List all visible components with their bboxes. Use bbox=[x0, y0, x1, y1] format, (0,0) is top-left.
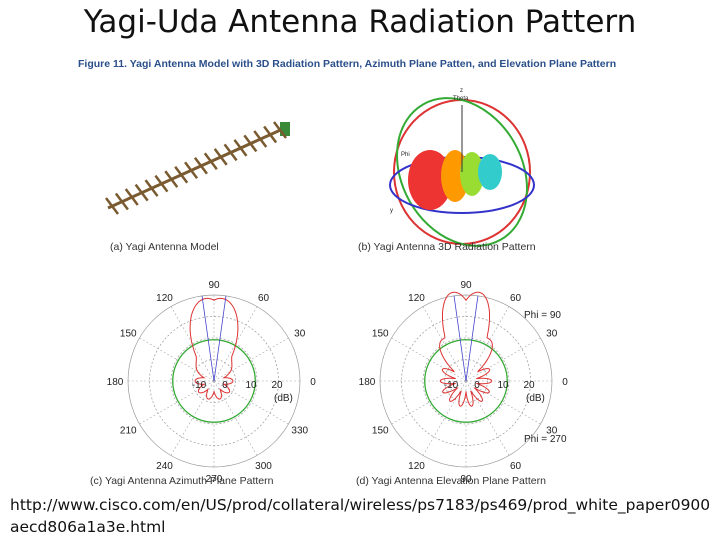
angle-label: 150 bbox=[372, 426, 389, 437]
radial-label: 10 bbox=[497, 380, 509, 391]
yagi-element bbox=[105, 197, 119, 215]
yagi-element bbox=[263, 125, 278, 144]
phi-note: Phi = 270 bbox=[524, 434, 567, 445]
yagi-element bbox=[243, 134, 258, 153]
phi-note: Phi = 90 bbox=[524, 310, 561, 321]
yagi-element bbox=[273, 121, 287, 139]
angle-label: 90 bbox=[460, 474, 472, 485]
radial-label: 20 bbox=[523, 380, 535, 391]
angle-label: 60 bbox=[510, 293, 522, 304]
radial-label: 0 bbox=[222, 380, 228, 391]
axis-label: y bbox=[390, 208, 393, 214]
radial-label: -10 bbox=[192, 380, 207, 391]
axis-label: Theta bbox=[453, 96, 469, 102]
radial-label: 0 bbox=[474, 380, 480, 391]
angle-label: 0 bbox=[310, 377, 316, 388]
yagi-driver bbox=[280, 122, 290, 136]
beam-line bbox=[465, 295, 479, 382]
slide-title: Yagi-Uda Antenna Radiation Pattern bbox=[83, 4, 637, 40]
radial-label: 20 bbox=[271, 380, 283, 391]
panel-caption: (a) Yagi Antenna Model bbox=[110, 241, 219, 253]
polar-spoke bbox=[465, 337, 541, 382]
angle-label: 30 bbox=[546, 329, 558, 340]
pattern-curve bbox=[189, 297, 239, 400]
figure-caption: Figure 11. Yagi Antenna Model with 3D Ra… bbox=[78, 58, 616, 70]
panel-caption: (c) Yagi Antenna Azimuth Plane Pattern bbox=[90, 475, 274, 487]
angle-label: 270 bbox=[206, 474, 223, 485]
unit-label: (dB) bbox=[526, 393, 545, 404]
radial-label: 10 bbox=[245, 380, 257, 391]
polar-spoke bbox=[213, 337, 289, 382]
yagi-element bbox=[164, 170, 179, 188]
angle-label: 120 bbox=[156, 293, 173, 304]
source-url: http://www.cisco.com/en/US/prod/collater… bbox=[10, 496, 711, 536]
angle-label: 180 bbox=[359, 377, 376, 388]
angle-label: 150 bbox=[120, 329, 137, 340]
angle-label: 210 bbox=[120, 426, 137, 437]
yagi-element bbox=[144, 179, 159, 197]
panel-caption: (d) Yagi Antenna Elevation Plane Pattern bbox=[356, 475, 546, 487]
pattern-curve bbox=[439, 291, 493, 407]
pattern-3d bbox=[389, 97, 535, 247]
yagi-element bbox=[174, 165, 189, 184]
yagi-element bbox=[154, 174, 169, 193]
panel-caption: (b) Yagi Antenna 3D Radiation Pattern bbox=[358, 241, 536, 253]
axis-label: Phi bbox=[401, 152, 410, 158]
yagi-element bbox=[114, 192, 129, 211]
axis-label: z bbox=[460, 88, 463, 94]
angle-label: 120 bbox=[408, 461, 425, 472]
angle-label: 150 bbox=[372, 329, 389, 340]
yagi-element bbox=[223, 143, 238, 162]
yagi-element bbox=[124, 188, 139, 206]
beam-line bbox=[453, 295, 467, 382]
beam-line bbox=[201, 295, 215, 382]
yagi-element bbox=[184, 161, 199, 179]
angle-label: 60 bbox=[258, 293, 270, 304]
yagi-model bbox=[107, 126, 286, 210]
angle-label: 30 bbox=[546, 426, 558, 437]
radial-label: -10 bbox=[444, 380, 459, 391]
angle-label: 120 bbox=[408, 293, 425, 304]
angle-label: 300 bbox=[255, 461, 272, 472]
unit-label: (dB) bbox=[274, 393, 293, 404]
polar-spoke bbox=[422, 306, 467, 382]
angle-label: 30 bbox=[294, 329, 306, 340]
yagi-element bbox=[253, 130, 268, 148]
angle-label: 90 bbox=[460, 280, 472, 291]
angle-label: 0 bbox=[562, 377, 568, 388]
yagi-element bbox=[134, 183, 149, 202]
beam-line bbox=[213, 295, 227, 382]
angle-label: 180 bbox=[107, 377, 124, 388]
reference-ring bbox=[172, 339, 256, 423]
polar-ring bbox=[422, 337, 510, 425]
angle-label: 60 bbox=[510, 461, 522, 472]
yagi-element bbox=[193, 157, 208, 175]
reference-ring bbox=[424, 339, 508, 423]
polar-ring bbox=[170, 337, 258, 425]
angle-label: 330 bbox=[291, 426, 308, 437]
yagi-element bbox=[233, 139, 248, 157]
angle-label: 90 bbox=[208, 280, 220, 291]
yagi-element bbox=[213, 148, 228, 166]
yagi-element bbox=[203, 152, 218, 171]
angle-label: 240 bbox=[156, 461, 173, 472]
